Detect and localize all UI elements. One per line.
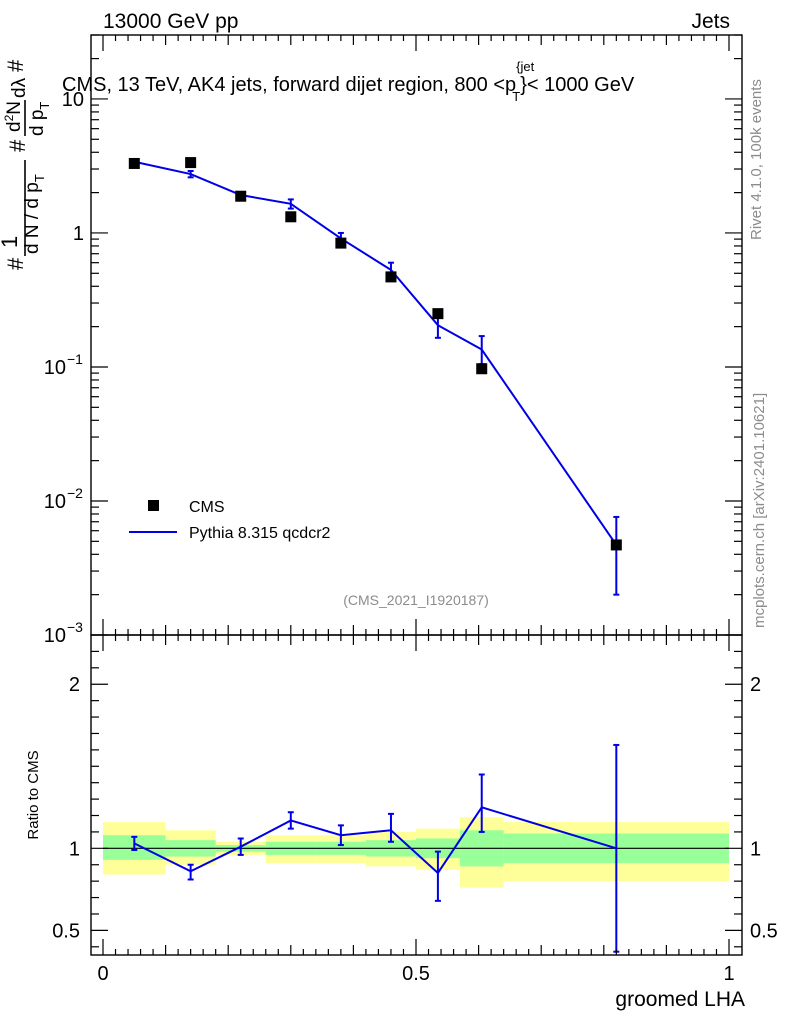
pythia-line	[134, 160, 618, 546]
y-tick-label: 10	[62, 89, 84, 111]
ratio-panel: 2 2 1 1 0.5 0.5 0 0.5 1 Ratio to CMS	[25, 634, 778, 985]
ratio-y-tick-label-right: 2	[750, 674, 761, 696]
ratio-y-tick-label-left: 1	[69, 838, 80, 860]
y-label-hash-3: #	[3, 59, 28, 72]
watermark: (CMS_2021_I1920187)	[343, 592, 489, 608]
ratio-frame	[90, 634, 743, 956]
main-frame	[90, 34, 743, 636]
y-tick-exponent: −2	[67, 485, 83, 501]
rivet-label: Rivet 4.1.0, 100k events	[748, 79, 765, 240]
y-label-d2n: d2N	[2, 101, 25, 132]
cms-point	[476, 363, 488, 375]
y-label-hash-1: #	[3, 257, 28, 270]
ratio-y-tick-label-right: 0.5	[750, 920, 778, 942]
cms-point	[128, 157, 140, 169]
x-tick-label: 1	[723, 963, 734, 985]
cms-point	[610, 539, 622, 551]
cms-point	[385, 271, 397, 283]
y-tick-label: 10	[44, 491, 66, 513]
legend-pythia-label: Pythia 8.315 qcdcr2	[189, 525, 331, 542]
chart-title: CMS, 13 TeV, AK4 jets, forward dijet reg…	[62, 59, 635, 104]
y-label-dlambda: dλ	[9, 77, 30, 98]
y-tick-exponent: −1	[67, 351, 83, 367]
y-tick-exponent: −3	[67, 619, 83, 635]
cms-point	[335, 237, 347, 249]
legend-cms-label: CMS	[189, 499, 225, 516]
x-tick-label: 0	[97, 963, 108, 985]
legend: CMS Pythia 8.315 qcdcr2	[129, 499, 331, 542]
ratio-y-tick-label-left: 2	[69, 674, 80, 696]
y-axis-label: # 1 d N / d pT # d2N d pT dλ #	[0, 59, 52, 270]
y-tick-label: 1	[73, 223, 84, 245]
legend-cms-marker	[148, 500, 159, 511]
header-right: Jets	[691, 10, 730, 33]
x-axis-label: groomed LHA	[615, 988, 745, 1011]
ratio-y-tick-label-left: 0.5	[52, 920, 80, 942]
y-label-dn: d N / d pT	[22, 174, 47, 254]
y-tick-label: 10	[44, 625, 66, 647]
header-left: 13000 GeV pp	[103, 10, 238, 33]
y-label-one: 1	[0, 236, 22, 248]
y-tick-label: 10	[44, 357, 66, 379]
ratio-y-tick-label-right: 1	[750, 838, 761, 860]
y-label-hash-2: #	[5, 139, 30, 152]
cms-point	[432, 308, 444, 320]
cms-point	[285, 211, 297, 223]
x-tick-label: 0.5	[402, 963, 430, 985]
y-label-dpt: d pT	[27, 102, 52, 136]
ratio-y-label: Ratio to CMS	[25, 750, 42, 839]
cms-point	[235, 190, 247, 202]
mcplots-label: mcplots.cern.ch [arXiv:2401.10621]	[751, 393, 768, 628]
cms-point	[185, 157, 197, 169]
